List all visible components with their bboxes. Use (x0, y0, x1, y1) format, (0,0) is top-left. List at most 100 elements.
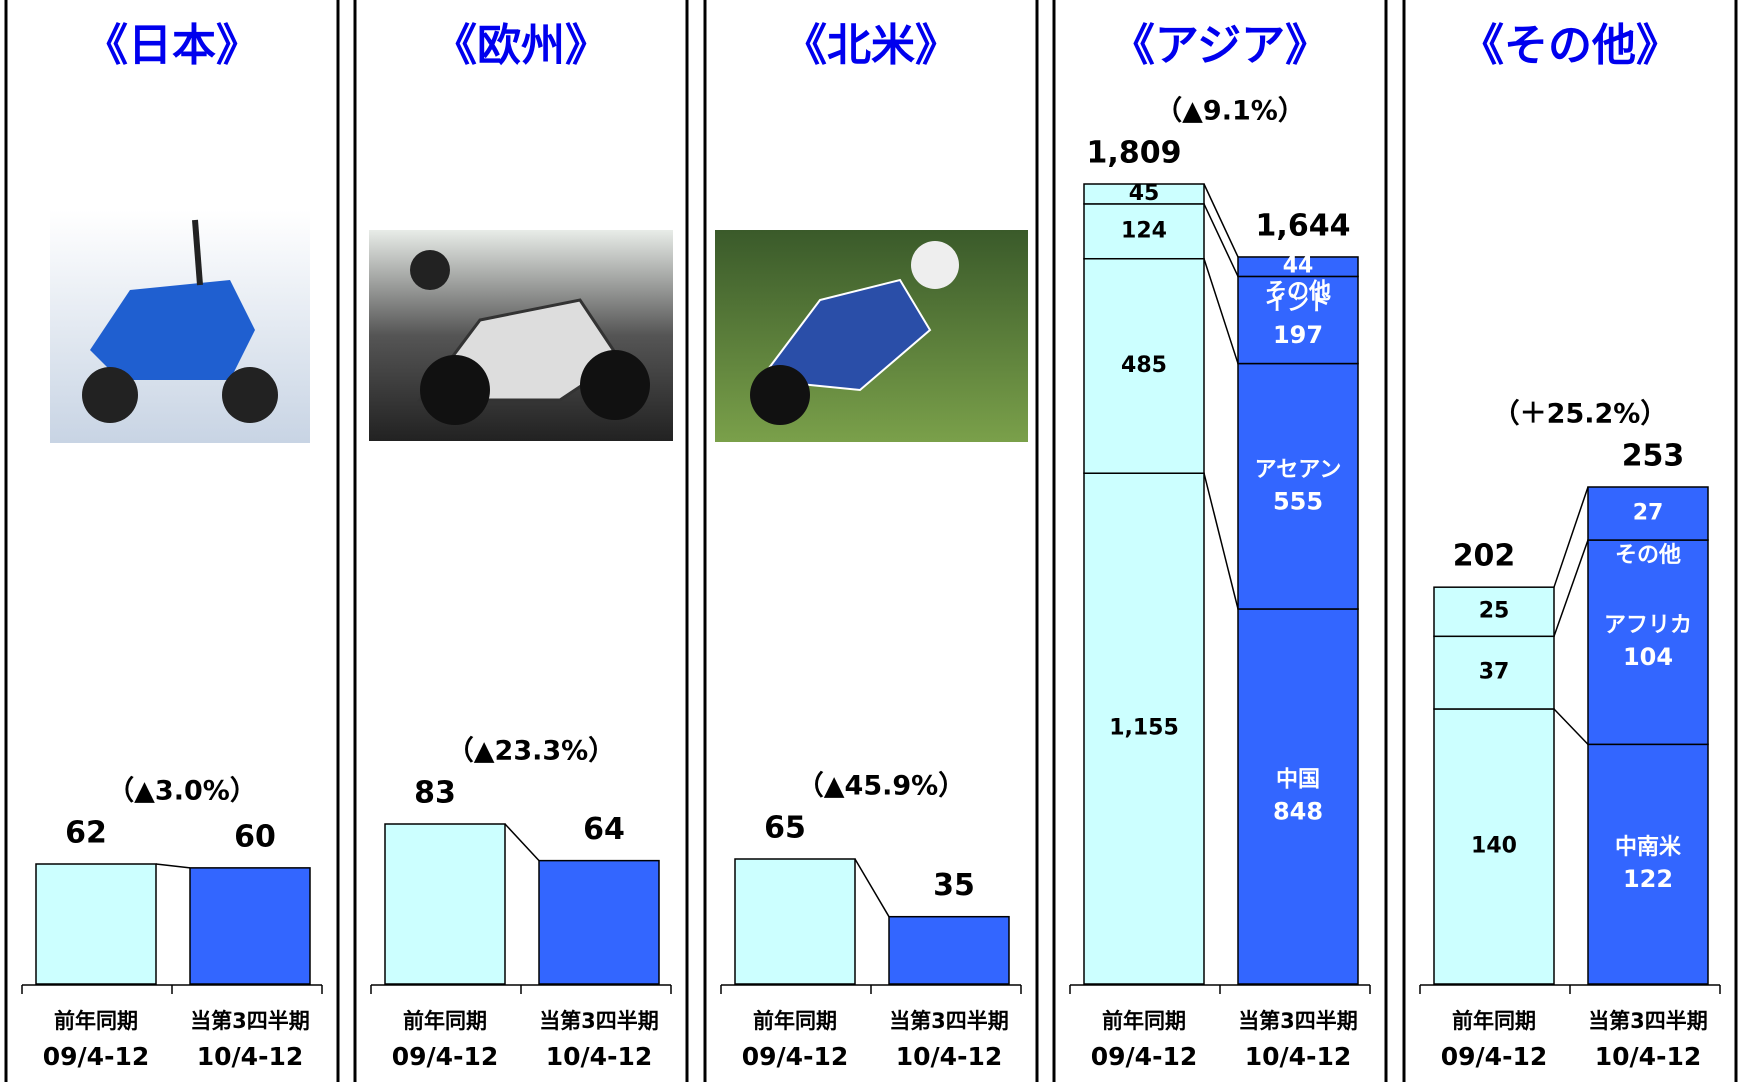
panel-title: 《その他》 (1460, 20, 1680, 71)
total-label: 62 (65, 816, 107, 851)
category-sub-label: 09/4-12 (1441, 1042, 1547, 1071)
panel-border (703, 0, 1039, 1082)
connector-line (1203, 203, 1239, 277)
category-label: 当第3四半期 (190, 1009, 310, 1033)
bar-segment (1433, 586, 1555, 638)
bar-segment (1433, 708, 1555, 985)
total-label: 83 (414, 776, 456, 811)
connector-line (854, 858, 890, 918)
connector-line (1553, 708, 1589, 745)
change-label: （▲23.3%） (447, 736, 615, 767)
segment-label: 44 (1283, 254, 1314, 279)
photo-sportbike (369, 230, 673, 441)
change-label: （▲9.1%） (1155, 96, 1305, 127)
total-label: 35 (933, 868, 975, 903)
bar-segment (734, 858, 856, 985)
bar-segment (189, 867, 311, 985)
change-label: （＋25.2%） (1493, 399, 1668, 430)
total-label: 253 (1622, 439, 1685, 474)
panel-border (353, 0, 689, 1082)
category-label: 当第3四半期 (539, 1009, 659, 1033)
panel-title: 《アジア》 (1111, 20, 1329, 71)
bar-segment (1237, 362, 1359, 610)
category-sub-label: 10/4-12 (197, 1042, 303, 1071)
total-label: 65 (764, 811, 806, 846)
bar-segment (1237, 608, 1359, 985)
category-label: 前年同期 (753, 1009, 837, 1033)
segment-name: その他 (1265, 279, 1331, 304)
segment-label: 37 (1479, 660, 1510, 685)
total-label: 1,809 (1087, 136, 1182, 171)
bar-segment (1587, 486, 1709, 541)
bar-segment (35, 863, 157, 985)
category-label: 当第3四半期 (889, 1009, 1009, 1033)
connector-line (504, 823, 540, 862)
bar-segment (1083, 472, 1205, 985)
bar-segment (1237, 256, 1359, 278)
connector-line (1203, 258, 1239, 364)
bar-segment (888, 915, 1010, 985)
connector-line (1203, 473, 1239, 610)
bar-segment (1587, 743, 1709, 985)
segment-label: 27 (1633, 501, 1664, 526)
category-label: 前年同期 (1102, 1009, 1186, 1033)
segment-name: インド (1265, 291, 1331, 316)
connector-line (155, 863, 191, 869)
category-sub-label: 10/4-12 (896, 1042, 1002, 1071)
category-sub-label: 09/4-12 (1091, 1042, 1197, 1071)
segment-name: 中国 (1276, 767, 1320, 792)
change-label: （▲3.0%） (107, 776, 257, 807)
bar-segment (1433, 635, 1555, 710)
segment-label: 104 (1623, 643, 1673, 671)
change-label: （▲45.9%） (797, 771, 965, 802)
segment-label: 197 (1273, 321, 1323, 349)
panel-border (1402, 0, 1738, 1082)
bar-segment (1587, 539, 1709, 746)
category-sub-label: 09/4-12 (43, 1042, 149, 1071)
panel-border (1052, 0, 1388, 1082)
segment-label: 555 (1273, 487, 1323, 515)
category-label: 前年同期 (54, 1009, 138, 1033)
bar-segment (1083, 183, 1205, 205)
total-label: 64 (583, 812, 625, 847)
segment-name: その他 (1615, 543, 1681, 568)
photo-scooter (50, 210, 310, 443)
category-sub-label: 10/4-12 (1245, 1042, 1351, 1071)
bar-segment (384, 823, 506, 985)
bar-segment (1083, 257, 1205, 474)
segment-label: 122 (1623, 865, 1673, 893)
segment-name: アセアン (1255, 457, 1342, 482)
total-label: 202 (1453, 539, 1516, 574)
segment-label: 45 (1129, 181, 1160, 206)
segment-label: 25 (1479, 599, 1510, 624)
bar-segment (1083, 203, 1205, 260)
panel-title: 《日本》 (84, 20, 260, 71)
panel-title: 《欧州》 (433, 20, 609, 71)
segment-label: 1,155 (1109, 716, 1179, 741)
photo-racer (715, 230, 1028, 442)
category-sub-label: 10/4-12 (1595, 1042, 1701, 1071)
segment-label: 140 (1471, 833, 1517, 858)
connector-line (1203, 183, 1239, 258)
segment-name: アフリカ (1604, 613, 1692, 638)
category-label: 前年同期 (1452, 1009, 1536, 1033)
bar-segment (538, 859, 660, 985)
connector-line (1553, 539, 1589, 637)
bar-segment (1237, 275, 1359, 365)
category-label: 当第3四半期 (1238, 1009, 1358, 1033)
category-sub-label: 10/4-12 (546, 1042, 652, 1071)
category-sub-label: 09/4-12 (392, 1042, 498, 1071)
total-label: 60 (234, 819, 276, 854)
connector-line (1553, 486, 1589, 588)
category-label: 前年同期 (403, 1009, 487, 1033)
segment-name: 中南米 (1615, 835, 1682, 860)
total-label: 1,644 (1256, 208, 1351, 243)
segment-label: 848 (1273, 797, 1323, 825)
segment-label: 124 (1121, 218, 1167, 243)
panel-title: 《北米》 (783, 20, 959, 71)
panel-border (4, 0, 340, 1082)
segment-label: 485 (1121, 353, 1167, 378)
category-sub-label: 09/4-12 (742, 1042, 848, 1071)
category-label: 当第3四半期 (1588, 1009, 1708, 1033)
